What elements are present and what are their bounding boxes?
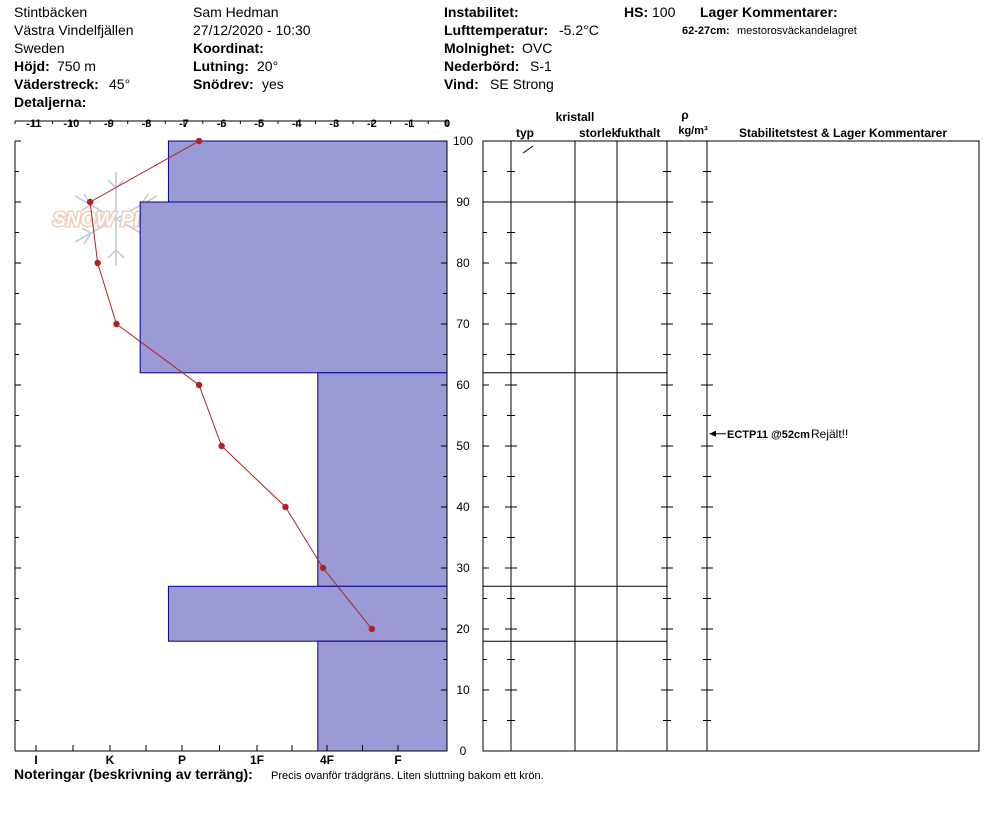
hardness-layers	[139, 140, 448, 752]
hardness-label: P	[178, 753, 186, 767]
airtemp-value: -5.2°C	[559, 22, 599, 38]
height-tick-label: 100	[453, 134, 473, 148]
height-tick-label: 10	[456, 683, 470, 697]
precip-label: Nederbörd:	[444, 58, 519, 74]
country-name: Sweden	[14, 40, 65, 56]
height-tick-label: 30	[456, 561, 470, 575]
slope-value: 20°	[257, 58, 278, 74]
cloud-value: OVC	[522, 40, 552, 56]
temperature-axis: -11 -10 -9 -8 -7 -6 -5 -4 -3 -2 -1 0	[14, 118, 450, 130]
col-storlek: storlek	[579, 126, 619, 140]
temp-tick-label: -2	[367, 118, 377, 130]
temp-tick-label: -6	[217, 118, 227, 130]
hardness-layer-4	[317, 640, 448, 752]
temperature-point	[282, 503, 289, 511]
height-tick-label: 90	[456, 195, 470, 209]
col-typ: typ	[516, 126, 534, 140]
layer-table	[482, 140, 980, 752]
temp-tick-label: -7	[179, 118, 189, 130]
height-tick-label: 0	[460, 744, 467, 758]
temperature-point	[94, 259, 101, 267]
header-right: Instabilitet: Lufttemperatur: -5.2°C Mol…	[444, 4, 857, 92]
hardness-layer-2	[317, 372, 448, 587]
coordinate-label: Koordinat:	[193, 40, 264, 56]
notes: Noteringar (beskrivning av terräng): Pre…	[14, 766, 544, 782]
height-axis: 0 10 20 30 40 50 60 70 80 90 100	[15, 134, 473, 758]
hardness-label: F	[394, 753, 401, 767]
hardness-label: 1F	[250, 753, 264, 767]
col-stability: Stabilitetstest & Lager Kommentarer	[739, 126, 947, 140]
stability-test-marker: ECTP11 @52cm Rejält!!	[709, 427, 848, 441]
hardness-layer-0	[167, 140, 448, 203]
hs-label: HS:	[624, 4, 648, 20]
aspect-label: Väderstreck:	[14, 76, 99, 92]
hardness-label: K	[106, 753, 115, 767]
observation-datetime: 27/12/2020 - 10:30	[193, 22, 311, 38]
aspect-value: 45°	[109, 76, 130, 92]
crystal-type-mark	[522, 145, 534, 154]
temp-tick-label: -9	[104, 118, 114, 130]
wind-label: Vind:	[444, 76, 479, 92]
details-label: Detaljerna:	[14, 94, 86, 110]
height-tick-label: 50	[456, 439, 470, 453]
temperature-point	[368, 625, 376, 633]
col-rho: ρ	[681, 108, 688, 122]
temperature-point	[113, 320, 120, 328]
header-middle: Sam Hedman 27/12/2020 - 10:30 Koordinat:…	[193, 4, 311, 92]
hardness-layer-1	[139, 201, 448, 374]
hardness-label: 4F	[320, 753, 334, 767]
elevation-label: Höjd:	[14, 58, 50, 74]
precip-value: S-1	[530, 58, 552, 74]
hs-value: 100	[652, 4, 676, 20]
col-kristall: kristall	[556, 110, 595, 124]
height-tick-label: 60	[456, 378, 470, 392]
column-headers: kristall typ storlek fukthalt ρ kg/m³ St…	[516, 108, 947, 140]
temperature-point	[195, 381, 203, 389]
drift-label: Snödrev:	[193, 76, 254, 92]
observer-name: Sam Hedman	[193, 4, 279, 20]
region-name: Västra Vindelfjällen	[14, 22, 134, 38]
notes-text: Precis ovanför trädgräns. Liten sluttnin…	[271, 770, 544, 782]
layer-comments-label: Lager Kommentarer:	[700, 4, 838, 20]
cloud-label: Molnighet:	[444, 40, 515, 56]
height-tick-label: 70	[456, 317, 470, 331]
height-tick-label: 40	[456, 500, 470, 514]
stability-test-comment: Rejält!!	[811, 427, 848, 441]
temp-tick-label: -8	[142, 118, 152, 130]
col-density-unit: kg/m³	[678, 125, 708, 137]
hardness-layer-3	[167, 585, 448, 642]
hardness-axis: I K P 1F 4F F	[34, 745, 402, 767]
notes-label: Noteringar (beskrivning av terräng):	[14, 766, 253, 782]
hardness-label: I	[34, 753, 37, 767]
height-tick-label: 80	[456, 256, 470, 270]
header-left: Stintbäcken Västra Vindelfjällen Sweden …	[14, 4, 134, 110]
temperature-point	[319, 564, 327, 572]
airtemp-label: Lufttemperatur:	[444, 22, 548, 38]
temp-tick-label: -5	[254, 118, 264, 130]
drift-value: yes	[262, 76, 284, 92]
height-tick-label: 20	[456, 622, 470, 636]
temperature-point	[218, 442, 225, 450]
layer-comment-text: mestorosväckandelagret	[737, 25, 857, 37]
temp-tick-label: -3	[329, 118, 339, 130]
temperature-profile	[86, 137, 376, 633]
instability-label: Instabilitet:	[444, 4, 519, 20]
temp-tick-label: -4	[292, 118, 303, 130]
layer-comment-range: 62-27cm:	[682, 25, 730, 37]
temperature-point	[86, 198, 94, 206]
temp-tick-label: -11	[26, 118, 41, 130]
elevation-value: 750 m	[57, 58, 96, 74]
stability-test-code: ECTP11 @52cm	[727, 429, 810, 441]
temp-tick-label: -10	[63, 118, 79, 130]
col-fukthalt: fukthalt	[617, 126, 660, 140]
temp-tick-label: 0	[444, 118, 450, 130]
arrow-left-icon	[709, 430, 716, 437]
location-name: Stintbäcken	[14, 4, 87, 20]
wind-value: SE Strong	[490, 76, 554, 92]
layer-table-border	[482, 140, 980, 752]
slope-label: Lutning:	[193, 58, 249, 74]
temp-tick-label: -1	[405, 118, 415, 130]
temperature-point	[195, 137, 203, 145]
